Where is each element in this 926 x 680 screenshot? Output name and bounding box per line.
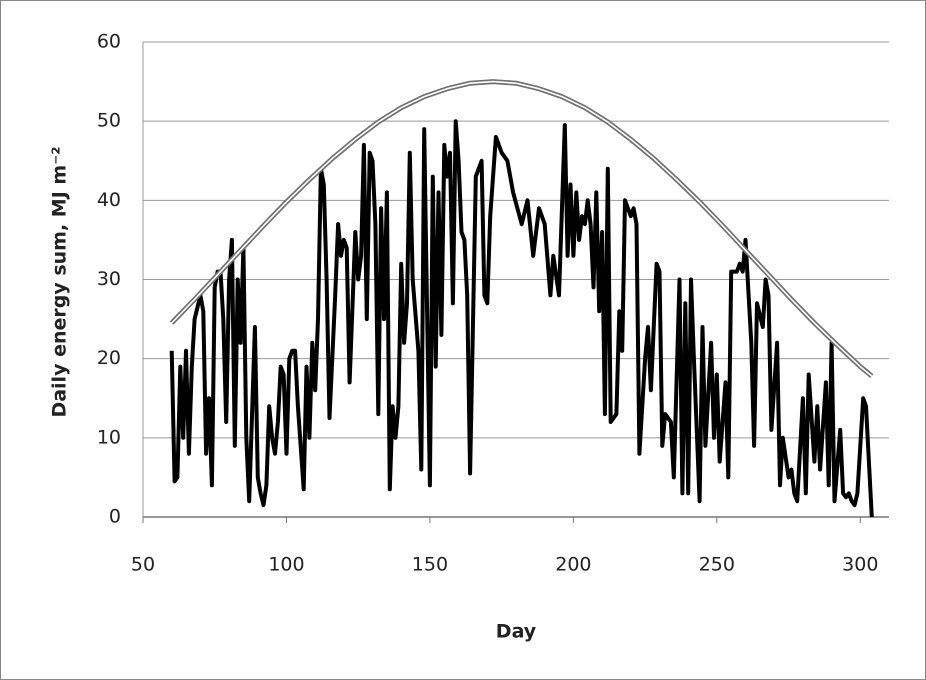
data-line <box>169 119 874 518</box>
x-tick-label: 300 <box>842 554 878 576</box>
y-tick-label: 30 <box>97 268 121 290</box>
x-tick-label: 100 <box>268 554 304 576</box>
y-tick-label: 60 <box>97 31 121 53</box>
y-tick-label: 40 <box>97 189 121 211</box>
x-tick-label: 250 <box>699 554 735 576</box>
clear-sky-line-inner <box>171 80 873 377</box>
x-tick-label: 200 <box>555 554 591 576</box>
y-tick-label: 0 <box>109 506 121 528</box>
y-tick-label: 20 <box>97 347 121 369</box>
x-tick-label: 50 <box>131 554 155 576</box>
y-tick-label: 50 <box>97 110 121 132</box>
y-axis-title: Daily energy sum, MJ m⁻² <box>49 146 71 417</box>
x-axis-title: Day <box>496 621 537 643</box>
x-tick-label: 150 <box>412 554 448 576</box>
y-tick-label: 10 <box>97 426 121 448</box>
